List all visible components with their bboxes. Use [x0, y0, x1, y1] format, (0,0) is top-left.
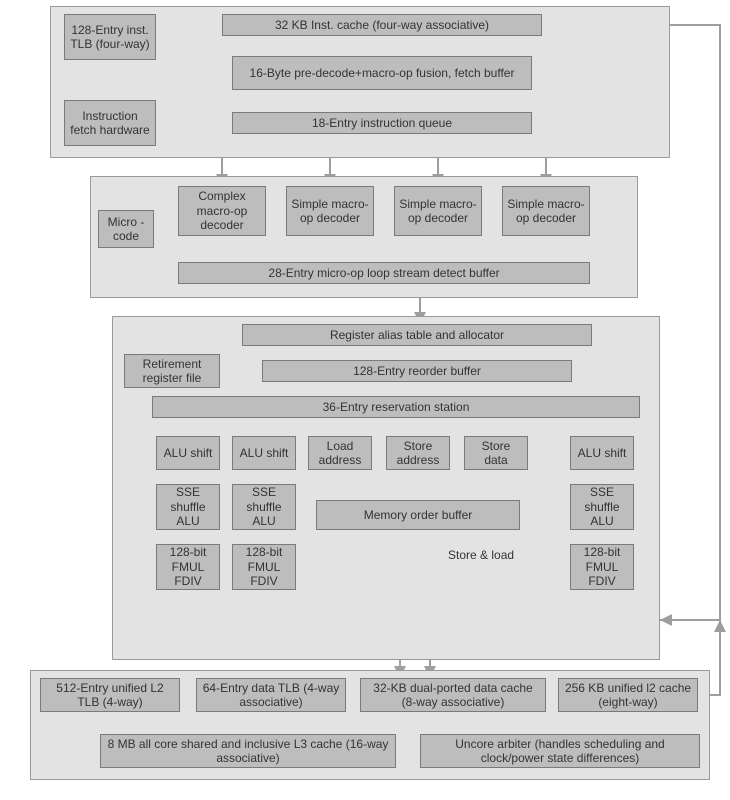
block-dcache: 32-KB dual-ported data cache (8-way asso… [360, 678, 546, 712]
block-complex: Complex macro-op decoder [178, 186, 266, 236]
block-simple2: Simple macro-op decoder [394, 186, 482, 236]
block-retire: Retirement register file [124, 354, 220, 388]
block-load: Load address [308, 436, 372, 470]
block-storea: Store address [386, 436, 450, 470]
block-mob: Memory order buffer [316, 500, 520, 530]
block-loopbuf: 28-Entry micro-op loop stream detect buf… [178, 262, 590, 284]
block-fmul2: 128-bit FMUL FDIV [232, 544, 296, 590]
block-itlb: 128-Entry inst. TLB (four-way) [64, 14, 156, 60]
block-fmul1: 128-bit FMUL FDIV [156, 544, 220, 590]
block-rat: Register alias table and allocator [242, 324, 592, 346]
block-predecode: 16-Byte pre-decode+macro-op fusion, fetc… [232, 56, 532, 90]
block-sse1: SSE shuffle ALU [156, 484, 220, 530]
block-l2: 256 KB unified l2 cache (eight-way) [558, 678, 698, 712]
block-alu2: ALU shift [232, 436, 296, 470]
block-l2tlb: 512-Entry unified L2 TLB (4-way) [40, 678, 180, 712]
block-fmul3: 128-bit FMUL FDIV [570, 544, 634, 590]
block-stored: Store data [464, 436, 528, 470]
block-simple3: Simple macro-op decoder [502, 186, 590, 236]
block-alu3: ALU shift [570, 436, 634, 470]
block-microcode: Micro -code [98, 210, 154, 248]
block-simple1: Simple macro-op decoder [286, 186, 374, 236]
block-sse2: SSE shuffle ALU [232, 484, 296, 530]
block-iq: 18-Entry instruction queue [232, 112, 532, 134]
block-sse3: SSE shuffle ALU [570, 484, 634, 530]
block-rs: 36-Entry reservation station [152, 396, 640, 418]
block-icache: 32 KB Inst. cache (four-way associative) [222, 14, 542, 36]
block-rob: 128-Entry reorder buffer [262, 360, 572, 382]
block-ifetch: Instruction fetch hardware [64, 100, 156, 146]
block-dtlb: 64-Entry data TLB (4-way associative) [196, 678, 346, 712]
block-uncore: Uncore arbiter (handles scheduling and c… [420, 734, 700, 768]
store-load-label: Store & load [448, 548, 514, 562]
block-alu1: ALU shift [156, 436, 220, 470]
block-l3: 8 MB all core shared and inclusive L3 ca… [100, 734, 396, 768]
